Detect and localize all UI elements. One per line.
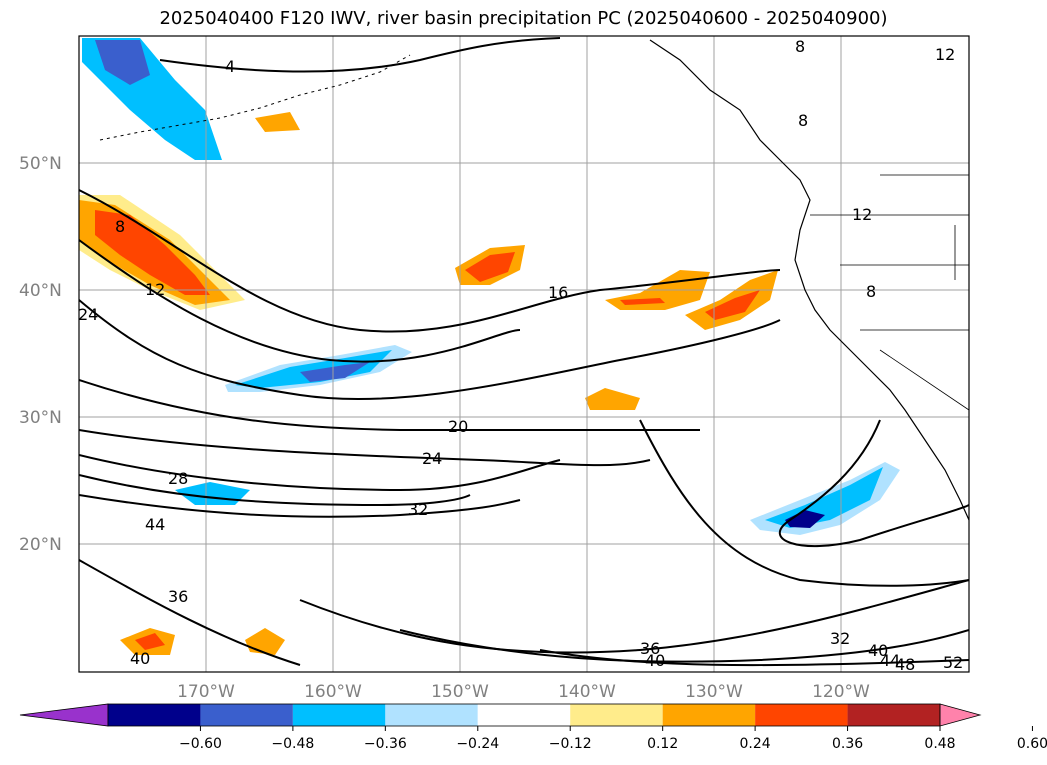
positive-anomaly-region: [135, 633, 165, 650]
colorbar-segment: [385, 704, 478, 726]
colorbar-tick-label: −0.48: [271, 736, 314, 752]
contour-label: 8: [798, 111, 808, 130]
lat-label-40n: 40°N: [19, 281, 62, 301]
aleutian-islands: [99, 54, 411, 141]
colorbar-segment: [200, 704, 293, 726]
contour-label: 12: [145, 280, 165, 299]
contour-label: 4: [225, 57, 235, 76]
colorbar-frame: [107, 703, 941, 727]
map-area: [79, 36, 969, 672]
colorbar-segment: [570, 704, 663, 726]
colorbar-segment: [662, 704, 756, 726]
positive-anomaly-region: [585, 388, 640, 410]
contour-label: 36: [168, 587, 188, 606]
coastline: [649, 39, 969, 521]
positive-anomaly-region: [255, 112, 300, 132]
contour-label: 12: [935, 45, 955, 64]
lon-label-170w: 170°W: [177, 682, 235, 702]
lat-label-20n: 20°N: [19, 535, 62, 555]
lon-label-140w: 140°W: [558, 682, 616, 702]
positive-anomaly-region: [95, 210, 210, 295]
colorbar-tick-label: 0.48: [924, 736, 955, 752]
colorbar: −0.60 −0.48 −0.36 −0.24 −0.12 0.12 0.24 0.36 0.4…: [19, 703, 1047, 752]
positive-anomaly-region: [465, 252, 515, 282]
positive-anomaly-region: [620, 298, 665, 305]
map-frame: [78, 35, 970, 673]
contour-label: 16: [548, 283, 568, 302]
contour-label: 40: [130, 649, 150, 668]
contour-label: 8: [115, 217, 125, 236]
colorbar-tick-label: −0.12: [549, 736, 592, 752]
contour-label: 44: [145, 515, 165, 534]
latitude-labels: 50°N 40°N 30°N 20°N: [19, 154, 62, 555]
negative-anomaly-region: [300, 362, 370, 382]
lat-label-50n: 50°N: [19, 154, 62, 174]
colorbar-tick-label: −0.60: [179, 736, 222, 752]
contour-label: 24: [422, 449, 442, 468]
negative-anomaly-region: [235, 350, 392, 388]
contour-label: 8: [866, 282, 876, 301]
contour-label: 44: [880, 651, 900, 670]
contour-label: 32: [408, 500, 428, 519]
contour-label: 12: [852, 205, 872, 224]
lon-label-150w: 150°W: [431, 682, 489, 702]
colorbar-tick-label: −0.24: [456, 736, 499, 752]
colorbar-segment: [477, 704, 571, 726]
contour-labels: 4 8 12 16 20 24 28 32 36 40 44 48 52 24 …: [78, 37, 963, 674]
positive-anomaly-region: [705, 290, 760, 320]
colorbar-segment: [847, 704, 940, 726]
colorbar-tick-label: −0.36: [364, 736, 407, 752]
colorbar-tick-label: 0.24: [740, 736, 771, 752]
colorbar-segment: [755, 704, 848, 726]
negative-anomaly-region: [95, 40, 150, 85]
lat-label-30n: 30°N: [19, 408, 62, 428]
colorbar-segment: [292, 704, 386, 726]
iwv-contours: [79, 37, 969, 667]
contour-label: 40: [645, 651, 665, 670]
contour-label: 52: [943, 653, 963, 672]
colorbar-extension-high: [939, 703, 982, 727]
map-title: 2025040400 F120 IWV, river basin precipi…: [159, 8, 888, 29]
negative-anomaly-region: [765, 467, 883, 528]
longitude-labels: 170°W 160°W 150°W 140°W 130°W 120°W: [177, 682, 870, 702]
contour-label: 40: [868, 641, 888, 660]
contour-label: 32: [830, 629, 850, 648]
contour-label: 24: [78, 305, 98, 324]
lon-label-120w: 120°W: [812, 682, 870, 702]
state-borders: [810, 174, 969, 411]
colorbar-tick-label: 0.12: [647, 736, 678, 752]
contour-label: 28: [168, 469, 188, 488]
contour-label: 48: [895, 655, 915, 674]
contour-label: 20: [448, 417, 468, 436]
colorbar-extension-low: [19, 703, 109, 727]
negative-anomaly-region: [785, 510, 825, 528]
colorbar-tick-label: 0.36: [832, 736, 863, 752]
graticule: [79, 36, 969, 672]
colorbar-tick-label: 0.60: [1017, 736, 1047, 752]
lon-label-130w: 130°W: [685, 682, 743, 702]
colorbar-segment: [108, 704, 201, 726]
contour-label: 8: [795, 37, 805, 56]
contour-label: 36: [640, 639, 660, 658]
lon-label-160w: 160°W: [304, 682, 362, 702]
